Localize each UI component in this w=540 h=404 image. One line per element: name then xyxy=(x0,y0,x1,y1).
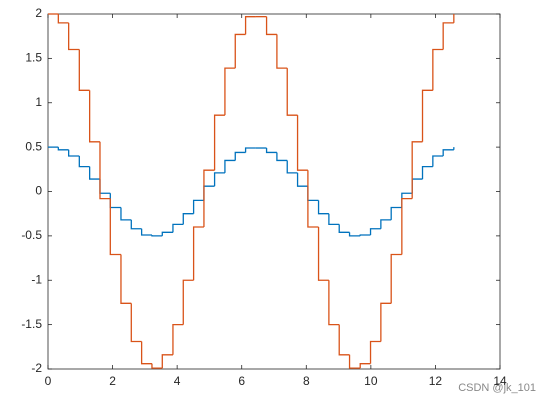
stair-step xyxy=(161,354,173,369)
stair-step xyxy=(265,16,277,36)
plot-area xyxy=(47,13,501,370)
stair-step xyxy=(359,234,371,236)
x-tick-label: 8 xyxy=(303,374,310,388)
stair-step xyxy=(172,323,184,355)
y-tick-label: -1 xyxy=(31,272,42,286)
stair-step xyxy=(192,226,204,281)
watermark: CSDN @jk_101 xyxy=(458,382,536,394)
x-tick-label: 0 xyxy=(45,374,52,388)
stair-step xyxy=(307,170,319,228)
stair-step xyxy=(286,160,298,174)
stair-step xyxy=(442,149,454,156)
stair-step xyxy=(369,228,381,235)
stair-step xyxy=(151,234,163,237)
stair-step xyxy=(317,200,329,215)
y-tick-label: 1 xyxy=(35,95,42,109)
stair-step xyxy=(57,147,69,151)
y-tick-label: 0 xyxy=(35,184,42,198)
stair-step xyxy=(99,141,111,200)
stair-step xyxy=(78,156,90,168)
stair-step xyxy=(203,169,215,227)
x-tick-label: 6 xyxy=(238,374,245,388)
stair-step xyxy=(328,280,340,326)
stair-step xyxy=(213,172,225,187)
stair-step xyxy=(276,34,288,69)
stair-step xyxy=(120,254,132,304)
stair-step xyxy=(276,152,288,162)
stair-step xyxy=(338,324,350,356)
stair-step xyxy=(338,224,350,233)
stair-step xyxy=(359,363,371,369)
y-tick-label: -1.5 xyxy=(21,317,42,331)
stair-step xyxy=(78,49,90,91)
stair-step xyxy=(234,151,246,161)
x-tick-label: 12 xyxy=(429,374,443,388)
stair-step xyxy=(328,213,340,225)
stair-step xyxy=(224,67,236,116)
stair-step xyxy=(192,199,204,214)
y-tick-label: 2 xyxy=(35,6,42,20)
stair-step xyxy=(120,207,132,221)
x-tick-label: 10 xyxy=(364,374,378,388)
stair-step xyxy=(380,219,392,229)
stair-step xyxy=(140,341,152,365)
stair-step xyxy=(317,227,329,281)
stair-step xyxy=(213,114,225,171)
y-tick-label: 0.5 xyxy=(25,139,42,153)
stair-step xyxy=(421,89,433,142)
stair-step xyxy=(421,166,433,180)
stair-step xyxy=(182,213,194,225)
stair-step xyxy=(348,354,361,369)
y-tick-label: 1.5 xyxy=(25,51,42,65)
stair-step xyxy=(432,48,444,91)
stair-step xyxy=(401,197,413,255)
stair-step xyxy=(442,22,454,50)
stair-step xyxy=(130,219,142,230)
stair-step xyxy=(380,302,392,342)
stair-step xyxy=(432,155,444,167)
x-tick-label: 14 xyxy=(493,374,507,388)
y-tick-label: -0.5 xyxy=(21,228,42,242)
stair-step xyxy=(348,232,361,237)
stair-step xyxy=(224,159,236,173)
stair-step xyxy=(88,166,100,180)
stair-step xyxy=(140,228,152,236)
stair-step xyxy=(172,223,184,233)
x-tick-label: 2 xyxy=(109,374,116,388)
stair-step xyxy=(68,22,80,51)
stair-step xyxy=(130,303,142,343)
stair-step xyxy=(390,253,402,304)
stair-step xyxy=(234,33,246,69)
x-tick-label: 4 xyxy=(174,374,181,388)
stair-step xyxy=(68,149,80,157)
stair-step xyxy=(88,90,100,143)
stair-step xyxy=(265,148,277,154)
y-tick-label: -2 xyxy=(31,361,42,375)
stair-step xyxy=(296,115,308,171)
stair-step xyxy=(286,68,298,116)
stair-step xyxy=(151,363,163,369)
stair-step xyxy=(296,172,308,187)
stair-step xyxy=(244,147,256,153)
stair-step xyxy=(161,231,173,236)
stair-step xyxy=(57,14,69,24)
stair-step xyxy=(369,340,381,364)
stair-step xyxy=(109,198,121,256)
stair-step xyxy=(244,16,256,35)
stair-step xyxy=(182,279,194,325)
stair-step xyxy=(390,206,402,220)
stair-step xyxy=(411,141,423,199)
